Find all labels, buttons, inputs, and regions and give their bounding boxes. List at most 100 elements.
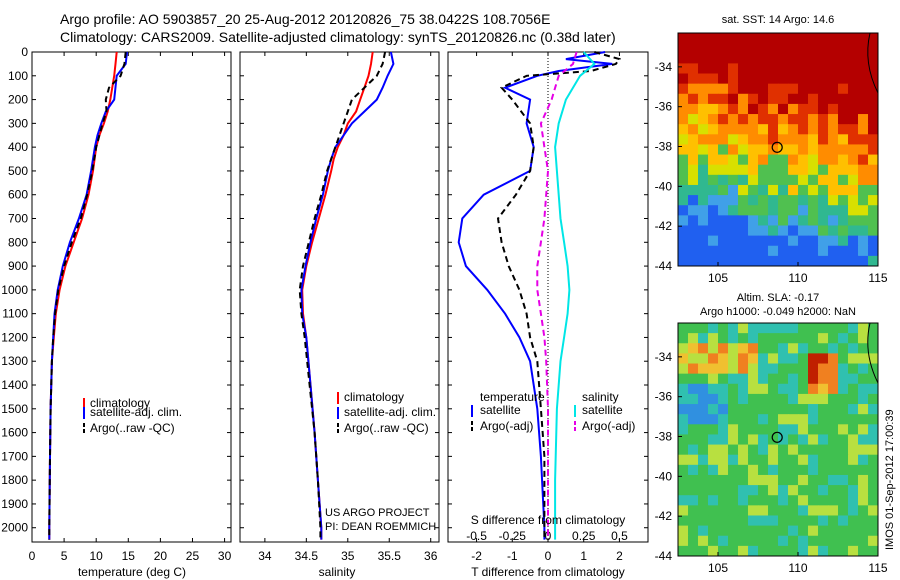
map-cell [778,205,789,216]
map-cell [738,353,749,365]
map-cell [788,83,799,95]
map-cell [688,535,699,547]
map-cell [768,393,779,405]
map-cell [798,63,809,75]
map-cell [868,164,879,176]
map-cell [708,245,719,257]
map-cell [728,343,739,354]
map-cell [718,205,729,216]
map-cell [868,333,879,344]
depth-tick-label: 1600 [1,426,28,440]
map-cell [818,164,829,176]
map-cell [808,164,819,176]
map-cell [748,43,759,54]
map-cell [748,154,759,166]
difference-x-axis: -2 -1 0 1 2 [471,52,623,563]
map-cell [728,235,739,247]
map-cell [858,195,869,206]
map-cell [688,225,699,237]
map-cell [758,343,769,354]
map-cell [868,134,879,145]
map-cell [848,225,859,237]
map-cell [828,114,839,125]
map-cell [858,535,869,547]
map-cell [738,103,749,115]
map-cell [788,184,799,196]
map-cell [838,464,849,476]
map-cell [798,83,809,95]
map-cell [798,53,809,64]
map-cell [688,184,699,196]
map-cell [848,333,859,344]
map-cell [778,515,789,527]
depth-tick-label: 2000 [1,521,28,535]
map-cell [798,195,809,206]
map-cell [748,525,759,537]
map-cell [788,195,799,206]
map-cell [788,255,799,267]
map-cell [738,373,749,385]
map-cell [788,343,799,354]
map-cell [698,164,709,176]
map-cell [798,373,809,385]
map-cell [708,114,719,125]
map-cell [868,485,879,496]
map-cell [778,53,789,64]
map-cell [858,485,869,496]
map-cell [818,144,829,156]
map-cell [818,235,829,247]
map-cell [738,124,749,135]
salinity-series [298,51,395,540]
map-cell [838,144,849,156]
map-cell [758,33,769,44]
depth-tick-label: 500 [8,164,28,178]
map-cell [738,525,749,537]
map-cell [838,43,849,54]
map-cell [688,474,699,486]
map-cell [728,205,739,216]
map-cell [838,73,849,85]
map-cell [848,43,859,54]
map-cell [698,154,709,166]
map-cell [768,235,779,247]
map-cell [768,134,779,145]
map-cell [728,323,739,334]
map-cell [778,164,789,176]
map-cell [758,363,769,375]
map-cell [708,43,719,54]
map-cell [738,134,749,145]
map-cell [758,535,769,547]
map-cell [818,363,829,375]
map-cell [748,245,759,257]
sla-map-frame [677,322,879,557]
map-cell [848,205,859,216]
map-cell [688,404,699,415]
legend-satellite: satellite-adj. clim. [90,405,182,419]
map-cell [808,63,819,75]
map-cell [718,235,729,247]
map-cell [778,424,789,435]
map-cell [818,333,829,344]
map-cell [788,215,799,226]
map-cell [788,154,799,166]
map-cell [758,424,769,435]
map-cell [798,134,809,145]
map-cell [758,404,769,415]
map-cell [748,333,759,344]
map-cell [688,33,699,44]
x-tick-label: 0 [29,549,36,563]
map-cell [718,43,729,54]
map-cell [688,134,699,145]
map-cell [818,525,829,537]
map-cell [688,485,699,496]
map-cell [728,93,739,105]
map-cell [818,33,829,44]
map-cell [718,164,729,176]
map-cell [758,485,769,496]
map-cell [808,83,819,95]
map-cell [768,255,779,267]
map-cell [698,215,709,226]
map-cell [848,393,859,405]
map-cell [698,134,709,145]
project-annotation: US ARGO PROJECT [325,507,430,519]
